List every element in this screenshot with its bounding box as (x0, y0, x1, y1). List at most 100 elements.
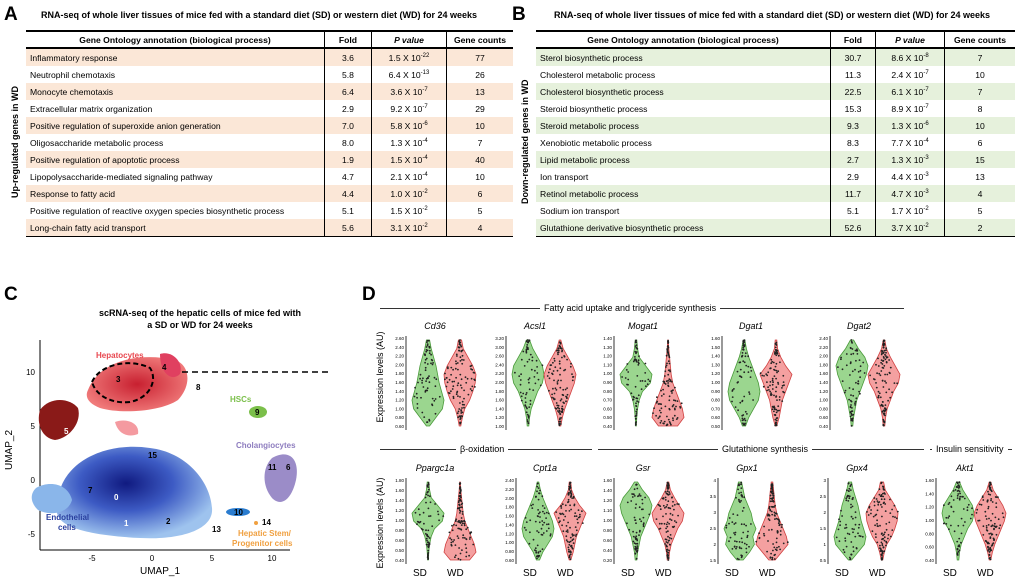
violin-point (989, 558, 992, 561)
violin-point (660, 389, 662, 392)
violin-point (666, 525, 669, 528)
violin-point (526, 419, 529, 421)
violin-point (525, 529, 527, 531)
violin-point (624, 377, 627, 379)
violin-point (434, 412, 437, 415)
violin-ytick: 2.00 (395, 362, 404, 367)
violin-point (874, 533, 877, 535)
violin-point (529, 519, 532, 522)
violin-ytick: 0.80 (395, 415, 404, 420)
violin-point (535, 359, 538, 362)
violin-point (845, 497, 848, 500)
violin-point (952, 490, 955, 492)
violin-point (450, 541, 453, 544)
violin-ytick: 1.80 (819, 362, 828, 367)
violin-point (566, 529, 569, 531)
p-value: 9.2 X 10-7 (371, 100, 447, 117)
fold-value: 4.7 (324, 168, 372, 185)
violin-point (555, 511, 558, 513)
violin-point (975, 512, 978, 514)
violin-point (1001, 512, 1004, 515)
violin-point (850, 425, 853, 427)
violin-ytick: 1.80 (505, 505, 514, 510)
violin-point (995, 502, 998, 504)
violin-point (859, 365, 862, 368)
violin-point (859, 376, 861, 379)
violin-point (670, 380, 673, 383)
gene-count: 10 (446, 117, 513, 134)
violin-point (777, 354, 780, 357)
go-term: Glutathione derivative biosynthetic proc… (536, 219, 831, 237)
violin-point (570, 493, 573, 496)
violin-ytick: 1.10 (603, 362, 612, 367)
violin-title: Dgat2 (846, 321, 872, 331)
violin-point (674, 399, 677, 402)
violin-point (850, 339, 853, 341)
violin-point (671, 392, 673, 394)
violin-point (450, 373, 452, 376)
violin-point (774, 548, 777, 551)
gene-count: 29 (446, 100, 513, 117)
violin-point (843, 391, 846, 394)
violin-point (845, 364, 848, 367)
violin-point (526, 339, 529, 341)
violin-point (881, 515, 883, 518)
violin-point (995, 533, 998, 536)
violin-point (635, 531, 638, 534)
violin-point (985, 518, 988, 520)
violin-point (659, 403, 661, 405)
violin-point (666, 484, 669, 486)
violin-point (534, 382, 537, 385)
violin-point (773, 368, 775, 371)
violin-point (779, 361, 781, 364)
violin-point (424, 358, 427, 361)
violin-point (768, 507, 771, 510)
violin-point (896, 382, 899, 385)
violin-ytick: 1.00 (603, 371, 612, 376)
violin-point (747, 371, 750, 373)
violin-point (985, 525, 988, 527)
violin-point (984, 510, 987, 513)
violin-point (850, 394, 852, 396)
violin-point (448, 378, 451, 381)
violin-point (885, 355, 887, 357)
violin-point (533, 376, 536, 378)
violin-point (460, 412, 463, 414)
violin-point (437, 510, 439, 513)
violin-point (745, 543, 748, 546)
violin-point (468, 538, 471, 540)
violin-point (632, 360, 635, 363)
violin-point (659, 508, 662, 511)
violin-xlabel-wd: WD (759, 568, 776, 579)
violin-xlabel-wd: WD (869, 568, 886, 579)
violin-ytick: 1.60 (395, 380, 404, 385)
violin-point (768, 389, 770, 391)
violin-point (565, 535, 568, 538)
violin-point (662, 388, 664, 391)
violin-point (458, 503, 460, 506)
violin-point (422, 377, 424, 380)
violin-point (668, 407, 671, 410)
violin-point (427, 482, 430, 484)
violin-point (851, 505, 854, 508)
violin-point (426, 421, 429, 423)
violin-point (671, 496, 673, 499)
violin-point (745, 364, 748, 367)
violin-point (572, 376, 575, 378)
violin-point (884, 404, 887, 406)
violin-point (566, 387, 568, 389)
violin-point (537, 554, 539, 557)
violin-point (527, 378, 530, 381)
violin-point (852, 550, 855, 553)
violin-point (536, 530, 538, 532)
violin-point (664, 405, 667, 408)
violin-point (671, 526, 674, 528)
violin-point (881, 552, 884, 555)
violin-point (958, 497, 961, 500)
violin-ytick: 1.20 (925, 505, 934, 510)
violin-point (741, 494, 743, 497)
violin-point (762, 385, 765, 388)
violin-point (541, 520, 544, 522)
violin-point (541, 524, 544, 526)
violin-point (991, 524, 994, 527)
